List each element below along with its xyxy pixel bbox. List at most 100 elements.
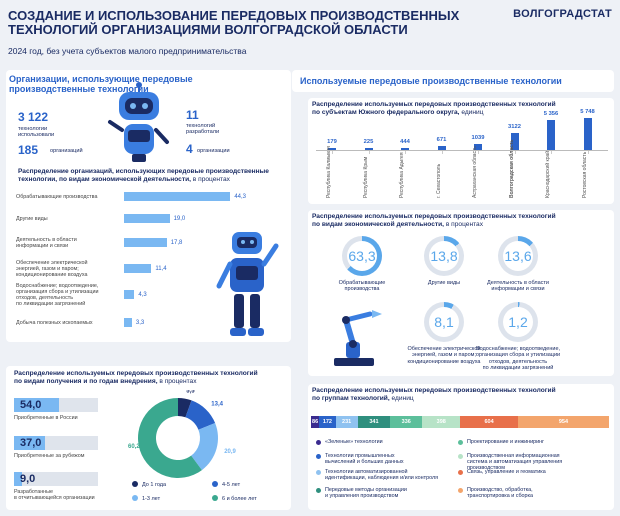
district-axis-tick <box>368 150 370 154</box>
district-bar-value: 5 748 <box>580 109 595 115</box>
group-legend-label: Передовые методы организации и управления… <box>325 487 407 500</box>
activity-donut-label: Обеспечение электрической энергией, газом… <box>407 346 481 365</box>
group-legend-swatch <box>316 454 321 459</box>
year-legend-label: 6 и более лет <box>222 496 257 502</box>
robotic-arm-illustration <box>334 310 382 366</box>
district-bar-chart: 179 Республика Калмыкия 225 Республика Крым… <box>308 98 614 204</box>
district-bar-value: 1039 <box>471 135 485 142</box>
group-stack-segment: 172 <box>319 416 336 428</box>
channel-bar <box>14 398 60 412</box>
activity-donut-hole <box>503 241 533 271</box>
activity-donut-hole <box>503 307 533 337</box>
year-donut-slice <box>185 400 216 430</box>
stat-technologies-used-label: технологии использовали <box>18 126 55 139</box>
activity-bar-label: Обеспечение электрической энергией, газом… <box>16 260 88 278</box>
activity-bar <box>124 290 135 299</box>
district-axis-tick <box>514 150 516 154</box>
activity-bar-chart: Обрабатывающие производства 44,3 Другие ви… <box>6 70 291 342</box>
group-chart-title: Распределение используемых передовых про… <box>312 387 556 402</box>
activity-donut-value: 13,8 <box>430 248 458 264</box>
group-stack-segment: 336 <box>390 416 423 428</box>
channel-bar-track <box>14 472 98 486</box>
stat-technologies-developed-value: 11 <box>186 108 199 122</box>
activity-bar <box>124 264 152 273</box>
stat-organizations-developing-label: организации <box>197 148 230 154</box>
year-legend-swatch <box>132 481 138 487</box>
group-legend-label: Производство, обработка, транспортировка … <box>467 487 534 500</box>
year-donut-value: 60,2 <box>128 444 140 450</box>
channel-chart-title: Распределение используемых передовых про… <box>14 370 258 385</box>
year-legend-swatch <box>212 481 218 487</box>
group-legend-swatch <box>458 440 463 445</box>
year-donut-slice <box>138 398 202 478</box>
group-legend-label: Связь, управление и геоматика <box>467 469 546 475</box>
year-legend-label: До 1 года <box>142 482 167 488</box>
stat-technologies-used-value: 3 122 <box>18 110 49 124</box>
year-donut-value: 20,9 <box>224 449 236 455</box>
logo: ВОЛГОГРАДСТАТ <box>513 8 612 20</box>
group-legend-label: Технологии промышленных вычислений и боль… <box>325 453 404 466</box>
activity-donut-hole <box>429 241 459 271</box>
page-subtitle: 2024 год, без учета субъектов малого пре… <box>8 46 247 56</box>
group-legend: «Зеленые» технологии Технологии промышлен… <box>308 384 614 510</box>
channel-bar-label: Приобретенные в России <box>14 415 78 421</box>
activity-bar-value: 44,3 <box>234 194 246 200</box>
district-axis-tick <box>478 150 479 154</box>
right-header-card: Используемые передовые производственные … <box>292 70 614 92</box>
district-bar <box>474 144 482 150</box>
district-bar-label: Астраханская область <box>472 146 478 198</box>
group-legend-swatch <box>316 440 321 445</box>
district-bar-value: 179 <box>327 139 337 145</box>
district-axis-tick <box>441 150 443 154</box>
group-legend-label: «Зеленые» технологии <box>325 439 383 445</box>
left-top-card: Организации, использующие передовые произ… <box>6 70 291 342</box>
donut-chart-title: Распределение используемых передовых про… <box>312 213 556 228</box>
activity-donut-value: 1,2 <box>508 314 528 330</box>
channel-bar <box>14 436 46 450</box>
activity-donut-value: 8,1 <box>434 314 454 330</box>
activity-bar-value: 17,8 <box>170 240 183 246</box>
activity-donut-set: 63,3 Обрабатывающие производства 13,8 Другие… <box>308 210 614 376</box>
stat-organizations-developing-value: 4 <box>186 142 193 156</box>
activity-bar-label: Водоснабжение; водоотведение, организация… <box>16 283 99 307</box>
district-bar-label: Республика Крым <box>362 156 369 198</box>
year-legend-swatch <box>212 495 218 501</box>
year-donut-value: 5,5 <box>186 390 195 395</box>
group-card: Распределение используемых передовых про… <box>308 384 614 510</box>
year-donut-slice <box>178 398 192 418</box>
activity-donut-value: 13,6 <box>504 248 532 264</box>
district-bar-value: 5 356 <box>543 111 559 118</box>
group-legend-label: Проектирование и инжиниринг <box>467 439 545 445</box>
left-bottom-card: Распределение используемых передовых про… <box>6 366 291 510</box>
district-axis-line <box>316 150 608 151</box>
channel-bar-value: 37,0 <box>20 437 42 449</box>
stat-organizations-using-value: 185 <box>18 143 39 157</box>
year-donut-slice <box>191 423 218 471</box>
district-bar-label: г. Севастополь <box>435 163 442 198</box>
activity-bar-value: 4,3 <box>138 292 147 298</box>
channel-bar <box>14 472 22 486</box>
district-bar-label: Республика Адыгея <box>399 152 405 198</box>
district-bar-value: 225 <box>363 139 374 145</box>
activity-donut-label: Другие виды <box>427 280 461 286</box>
district-bar-value: 444 <box>400 138 410 145</box>
activity-bar-label: Обрабатывающие производства <box>16 194 98 200</box>
district-bar <box>437 146 446 150</box>
activity-donut-value: 63,3 <box>348 248 376 264</box>
channel-bar-value: 54,0 <box>20 399 42 411</box>
district-bar-label: Ростовская область <box>581 151 588 198</box>
section-title-technologies: Используемые передовые производственные … <box>300 76 562 86</box>
district-bar <box>401 147 409 150</box>
district-bar-value: 671 <box>436 137 447 144</box>
stat-organizations-using-label: организаций <box>50 148 83 154</box>
activity-donut-label: Деятельность в области информации и связи <box>487 280 549 293</box>
group-legend-swatch <box>458 488 463 493</box>
donut-card: Распределение используемых передовых про… <box>308 210 614 376</box>
activity-donut-label: Обрабатывающие производства <box>338 280 386 293</box>
group-stack-segment: 86 <box>311 416 320 428</box>
channel-bar-value: 9,0 <box>20 473 36 485</box>
group-stack-segment: 398 <box>422 416 461 428</box>
year-legend-label: 4-5 лет <box>222 482 241 488</box>
activity-bar <box>124 214 170 223</box>
channel-bar-chart: 54,0 Приобретенные в России 37,0 Приобретен… <box>6 366 126 510</box>
